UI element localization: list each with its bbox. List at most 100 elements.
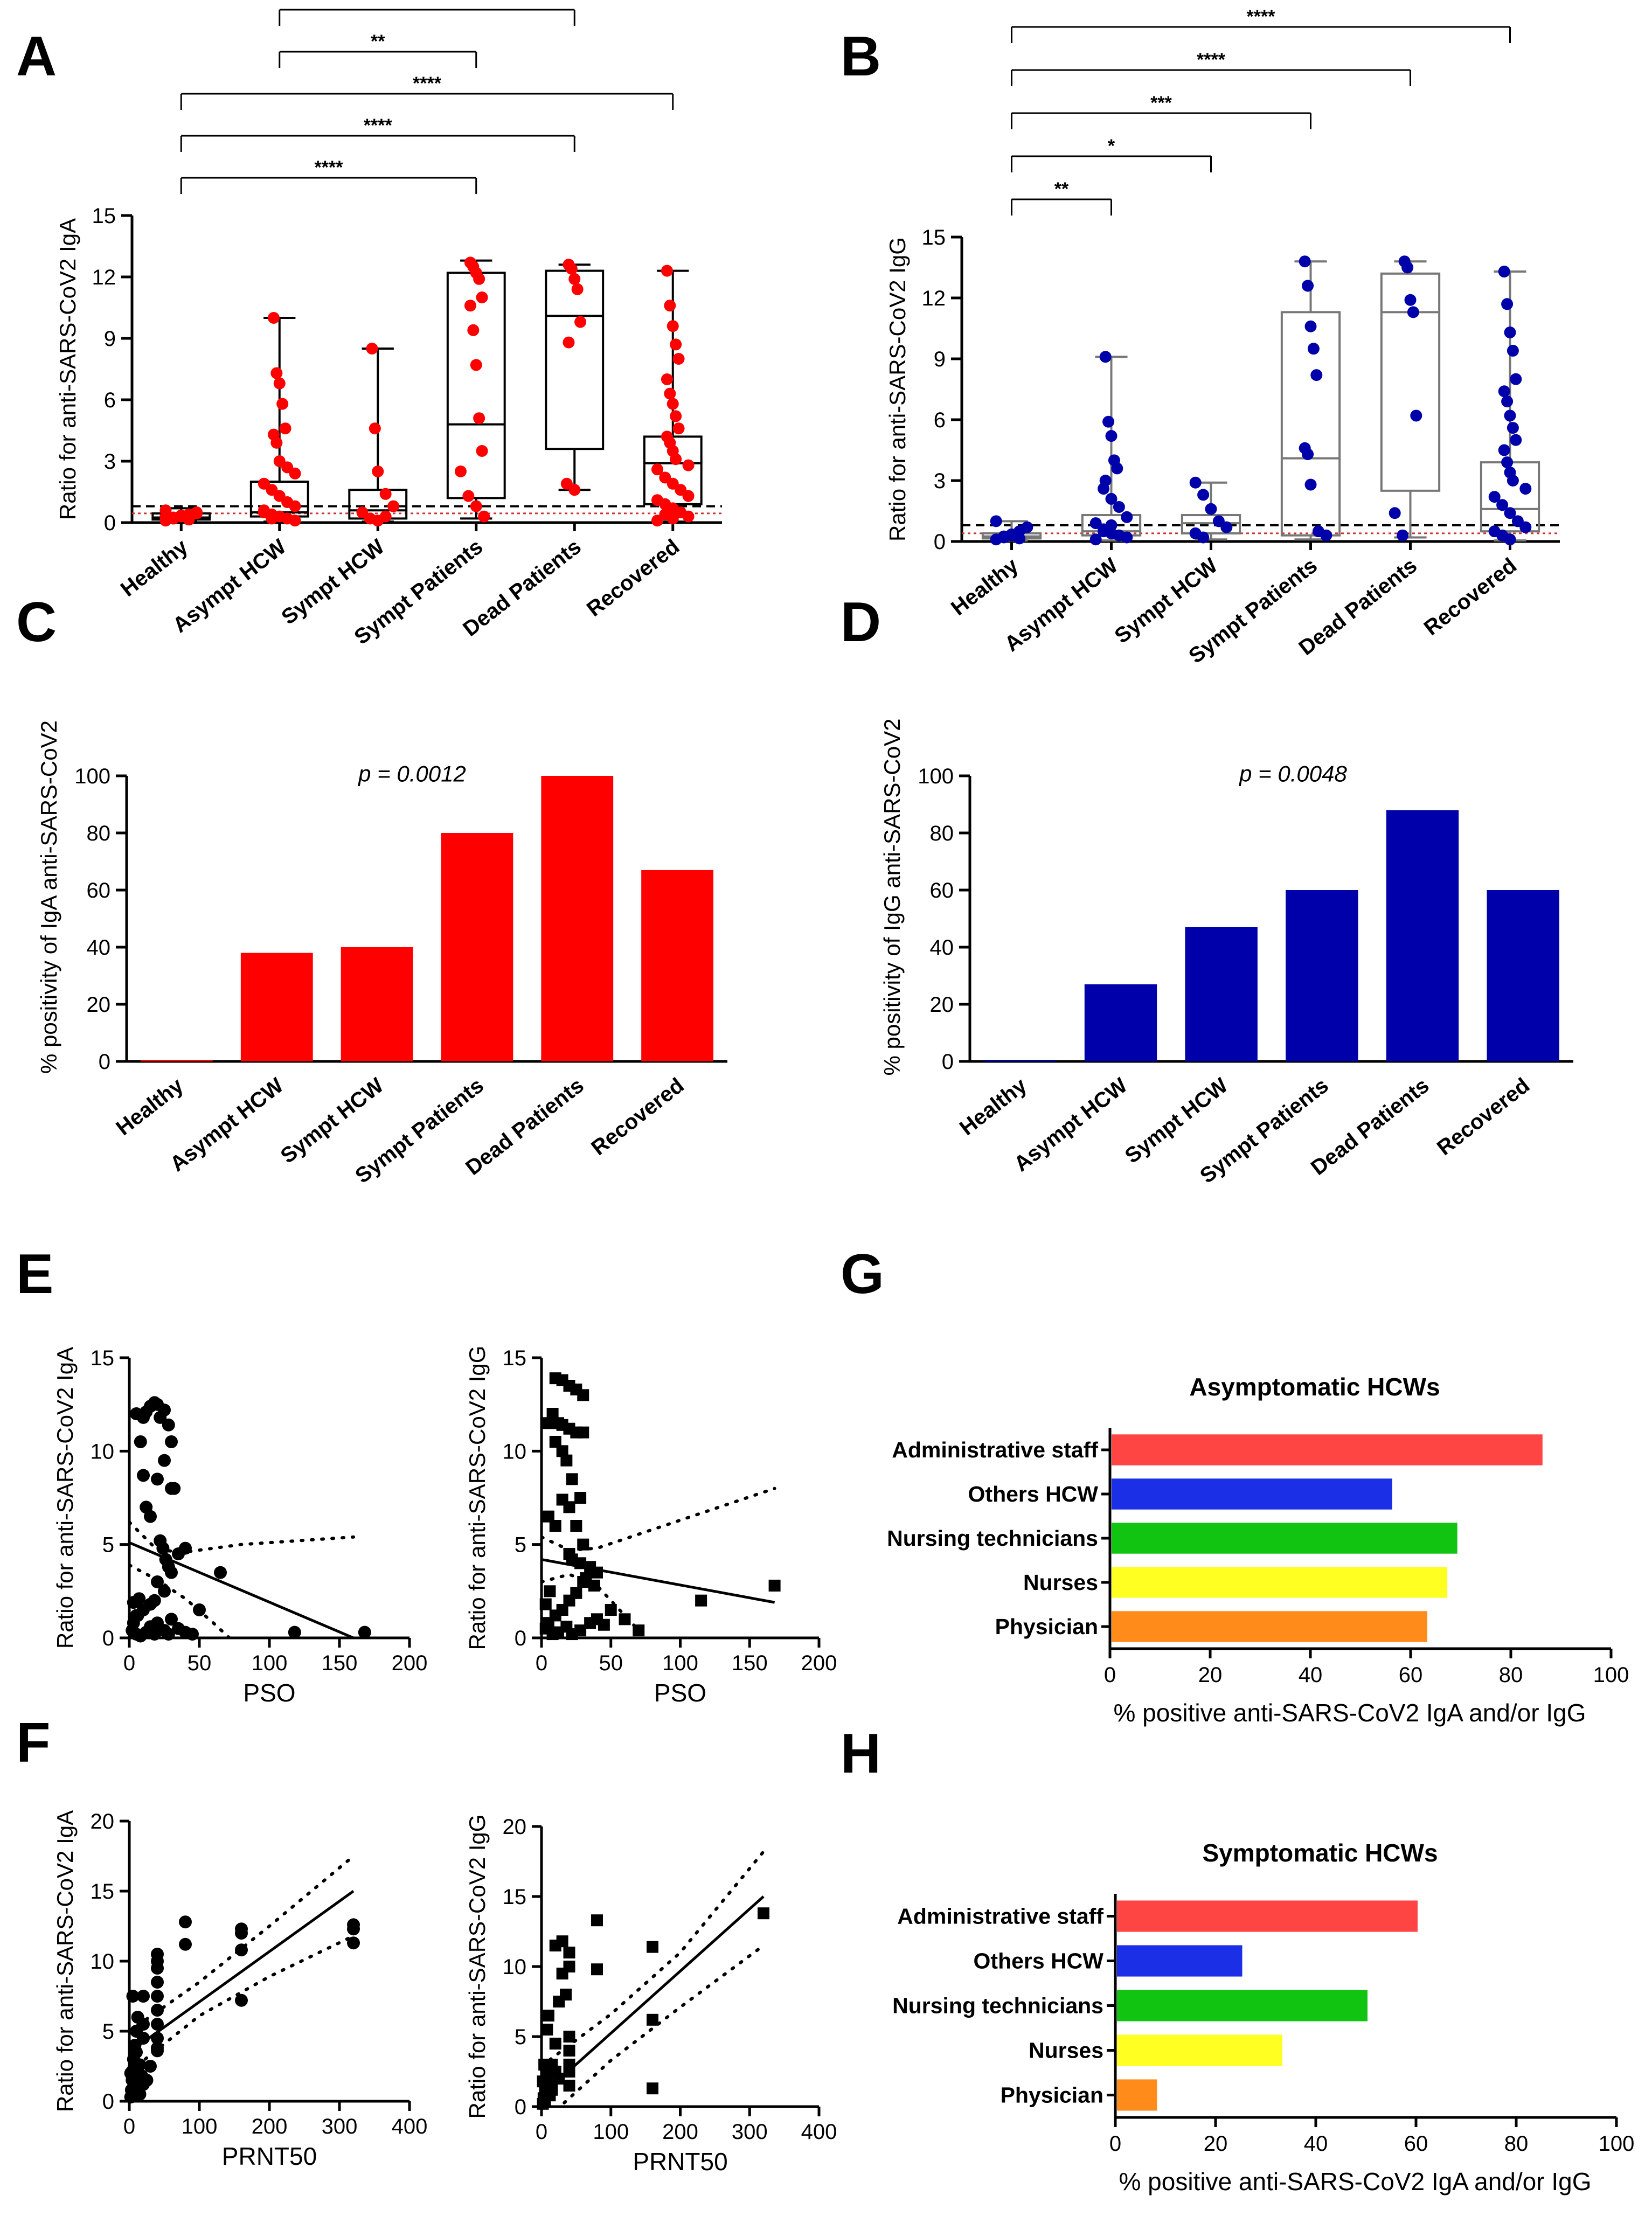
data-point xyxy=(990,515,1002,527)
box-rect xyxy=(1280,311,1341,537)
x-tick-label: 100 xyxy=(1593,1663,1629,1687)
box-4 xyxy=(545,263,605,491)
y-tick-label: 0 xyxy=(102,2090,114,2114)
data-point xyxy=(563,1501,575,1513)
data-point xyxy=(1510,373,1522,385)
data-point xyxy=(556,1445,568,1457)
bar-4 xyxy=(1386,810,1459,1061)
data-point xyxy=(563,2045,575,2057)
data-point xyxy=(537,2075,549,2088)
y-tick-label: 10 xyxy=(503,1955,527,1979)
data-point xyxy=(126,1990,140,2003)
data-point xyxy=(1498,385,1510,398)
x-tick-label: 0 xyxy=(123,2115,135,2138)
confidence-band-upper xyxy=(129,1854,355,2033)
data-point xyxy=(289,467,301,480)
data-point xyxy=(1111,462,1123,475)
bar-4 xyxy=(1112,1611,1427,1642)
data-point xyxy=(1021,521,1033,533)
confidence-band-lower xyxy=(129,1563,232,1638)
data-point xyxy=(167,512,179,525)
y-tick-label: 20 xyxy=(503,1815,527,1839)
bar-2 xyxy=(1117,1990,1368,2022)
x-tick-label: 300 xyxy=(322,2115,358,2138)
bar-5 xyxy=(1487,890,1559,1061)
data-point xyxy=(478,510,490,523)
significance-label: *** xyxy=(417,0,438,10)
significance-label: ** xyxy=(1054,179,1069,199)
data-point xyxy=(266,512,278,525)
data-point xyxy=(124,2067,137,2080)
data-point xyxy=(1304,478,1317,491)
data-point xyxy=(568,273,581,285)
y-tick-label: 60 xyxy=(87,879,111,902)
y-tick-label: 0 xyxy=(104,511,116,535)
data-point xyxy=(1307,343,1320,355)
hbar-chart-H: Symptomatic HCWs Administrative staff Othe… xyxy=(892,1839,1634,2196)
data-point xyxy=(1410,409,1422,422)
data-point xyxy=(476,445,488,457)
bar-1 xyxy=(1117,1945,1243,1977)
x-tick-label: 100 xyxy=(252,1651,288,1675)
data-point xyxy=(1407,306,1419,318)
regression-line xyxy=(129,1889,355,2054)
data-point xyxy=(347,1936,360,1950)
y-tick-label: 5 xyxy=(102,2020,114,2044)
data-point xyxy=(1320,529,1332,541)
data-point xyxy=(372,466,384,477)
y-tick-label: 15 xyxy=(91,1346,115,1370)
data-point xyxy=(664,387,676,400)
data-point xyxy=(1404,294,1417,306)
y-tick-label: 80 xyxy=(930,822,954,845)
x-tick-label: 80 xyxy=(1504,2132,1529,2156)
data-point xyxy=(162,1628,175,1641)
data-point xyxy=(682,510,695,523)
y-tick-label: 40 xyxy=(930,936,954,960)
x-tick-label: 0 xyxy=(536,1651,547,1675)
box-2 xyxy=(348,348,408,523)
data-point xyxy=(464,300,476,312)
box-rect xyxy=(1380,272,1441,492)
data-point xyxy=(1510,434,1522,446)
category-label: Healthy xyxy=(947,553,1023,620)
y-tick-label: 5 xyxy=(515,2025,526,2049)
x-tick-label: 200 xyxy=(392,1651,428,1675)
significance-bracket: *** xyxy=(279,0,575,26)
data-point xyxy=(647,1941,658,1953)
x-tick-label: 150 xyxy=(732,1651,768,1675)
x-tick-label: 150 xyxy=(322,1651,358,1675)
data-point xyxy=(165,1613,178,1626)
confidence-band-upper xyxy=(542,1486,776,1552)
category-label: Physician xyxy=(995,1614,1098,1639)
category-label: Healthy xyxy=(955,1073,1032,1140)
data-point xyxy=(140,2074,154,2087)
data-point xyxy=(563,1947,575,1958)
data-point xyxy=(591,1914,603,1927)
x-tick-label: 400 xyxy=(392,2115,428,2138)
significance-label: **** xyxy=(315,157,344,178)
data-point xyxy=(151,1976,164,1989)
data-point xyxy=(267,312,280,324)
confidence-band-lower xyxy=(542,1572,649,1638)
y-tick-label: 9 xyxy=(934,348,946,371)
data-point xyxy=(151,2041,164,2055)
y-tick-label: 9 xyxy=(104,327,116,351)
x-tick-label: 0 xyxy=(1104,1663,1116,1687)
y-axis-label: Ratio for anti-SARS-CoV2 IgG xyxy=(885,237,910,541)
data-point xyxy=(682,490,695,502)
data-point xyxy=(667,398,679,410)
data-point xyxy=(571,283,584,295)
data-point xyxy=(1099,351,1112,363)
data-point xyxy=(134,1435,147,1448)
data-point xyxy=(574,1624,587,1637)
category-label: Healthy xyxy=(116,534,193,601)
category-label: Recovered xyxy=(1420,553,1521,640)
confidence-band-upper xyxy=(542,1850,765,2068)
category-label: Others HCW xyxy=(974,1949,1104,1974)
data-point xyxy=(633,1624,645,1637)
data-point xyxy=(347,1918,360,1932)
bar-chart-C: 0 20 40 60 80 100 % positivity of IgA anti-SAR… xyxy=(36,720,727,1188)
data-point xyxy=(467,324,480,336)
